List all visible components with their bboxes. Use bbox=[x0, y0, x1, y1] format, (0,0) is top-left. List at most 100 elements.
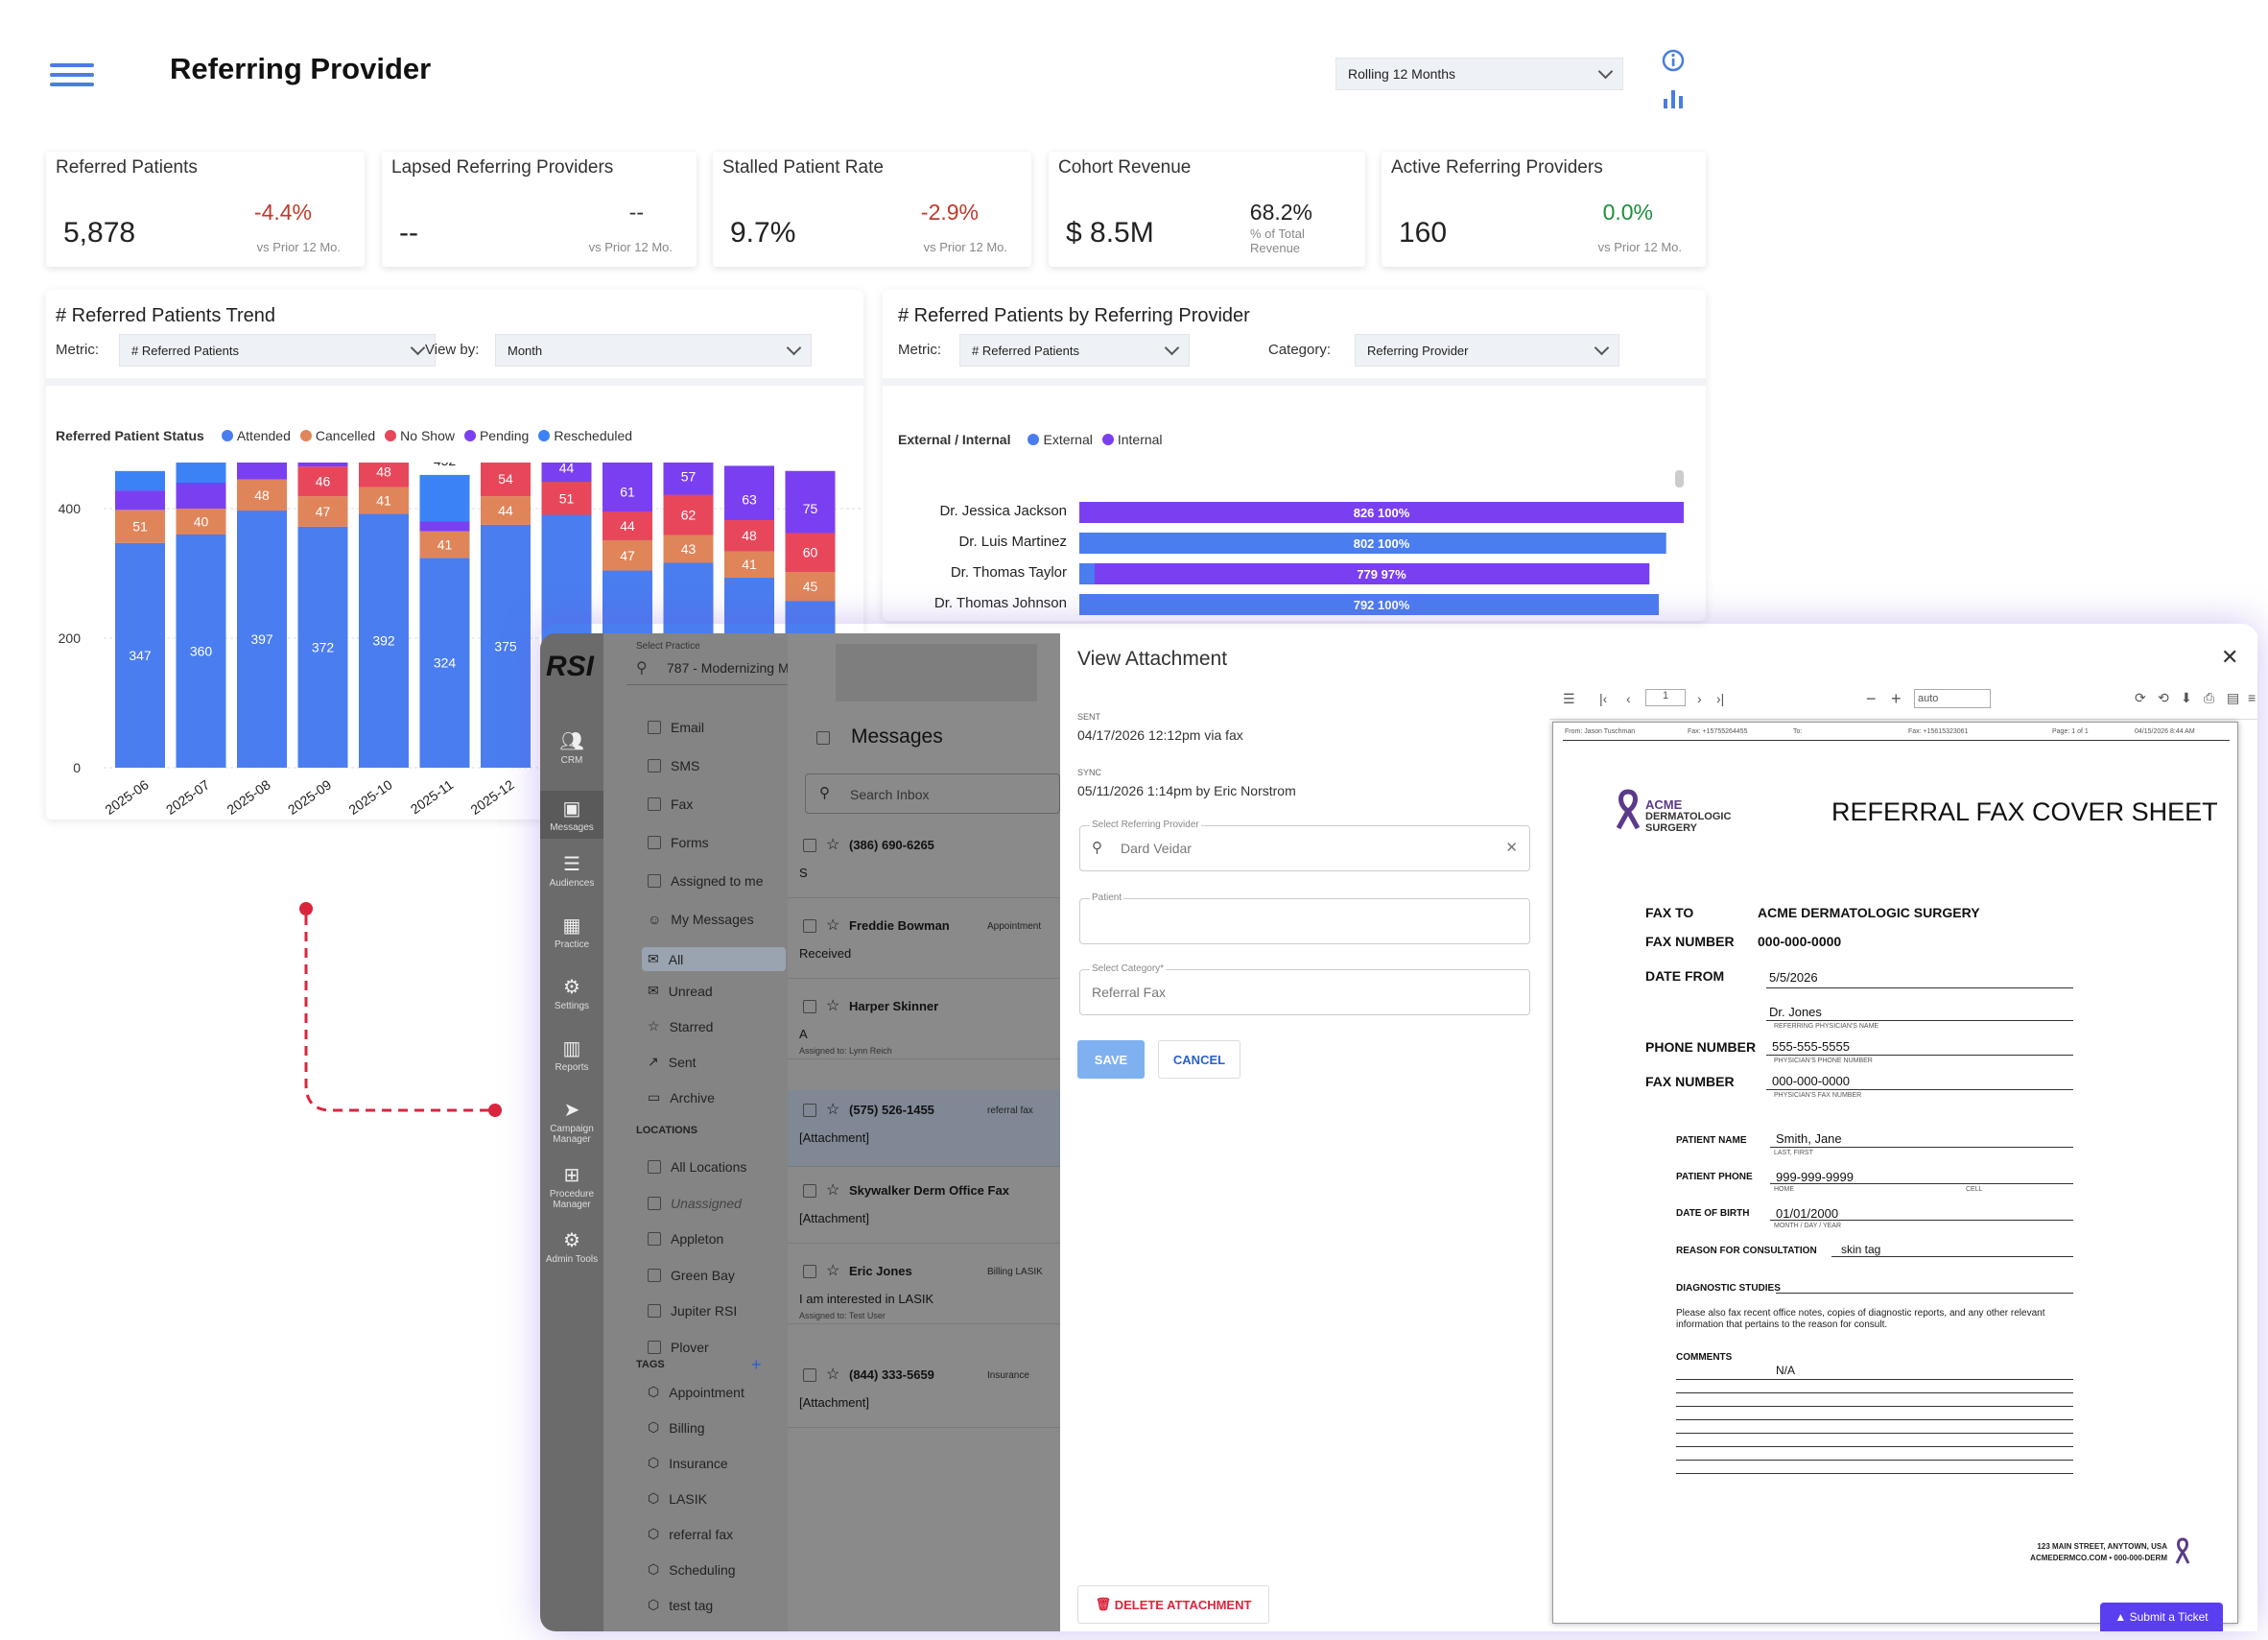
hamburger-menu-icon[interactable] bbox=[50, 63, 94, 86]
location-item[interactable]: Unassigned bbox=[648, 1196, 742, 1211]
message-row[interactable]: ☆ Skywalker Derm Office Fax [Attachment] bbox=[788, 1171, 1060, 1244]
folder-item[interactable]: ✉ Unread bbox=[648, 983, 713, 999]
info-icon[interactable] bbox=[1661, 48, 1686, 73]
zoom-select[interactable]: auto bbox=[1914, 689, 1991, 708]
message-checkbox[interactable] bbox=[803, 1368, 816, 1382]
location-checkbox[interactable] bbox=[648, 1160, 661, 1174]
zoom-out-icon[interactable]: − bbox=[1866, 689, 1877, 708]
message-row[interactable]: ☆ Freddie Bowman Appointment Received bbox=[788, 906, 1060, 979]
star-icon[interactable]: ☆ bbox=[826, 1182, 840, 1199]
message-row[interactable]: ☆ Harper Skinner A Assigned to: Lynn Reich bbox=[788, 986, 1060, 1059]
message-row[interactable]: ☆ (386) 690-6265 S bbox=[788, 825, 1060, 898]
search-input[interactable]: ⚲ Search Inbox bbox=[805, 773, 1060, 814]
tag-item[interactable]: ⬡ Appointment bbox=[648, 1384, 744, 1400]
close-icon[interactable]: ✕ bbox=[2221, 645, 2239, 669]
nav-reports[interactable]: ▥ Reports bbox=[540, 1036, 603, 1073]
cancel-button[interactable]: CANCEL bbox=[1158, 1040, 1240, 1079]
folder-item[interactable]: ▭ Archive bbox=[648, 1089, 715, 1105]
nav-audiences[interactable]: ☰ Audiences bbox=[540, 852, 603, 889]
nav-admin-tools[interactable]: ⚙ Admin Tools bbox=[540, 1228, 603, 1265]
delete-attachment-button[interactable]: 🗑︎ DELETE ATTACHMENT bbox=[1077, 1585, 1269, 1624]
category-field[interactable]: Select Category* Referral Fax bbox=[1079, 963, 1530, 1015]
save-button[interactable]: SAVE bbox=[1077, 1040, 1145, 1079]
message-row[interactable]: ☆ (844) 333-5659 Insurance [Attachment] bbox=[788, 1355, 1060, 1428]
filter-checkbox[interactable] bbox=[648, 874, 661, 888]
folder-item[interactable]: ✉ All bbox=[642, 947, 786, 971]
location-checkbox[interactable] bbox=[648, 1268, 661, 1282]
nav-practice[interactable]: ▦ Practice bbox=[540, 914, 603, 950]
trend-viewby-dropdown[interactable]: Month bbox=[495, 334, 812, 367]
referring-provider-field[interactable]: Select Referring Provider ⚲ Dard Veidar … bbox=[1079, 820, 1530, 871]
location-item[interactable]: Plover bbox=[648, 1340, 709, 1355]
tag-item[interactable]: ⬡ Insurance bbox=[648, 1455, 728, 1471]
tag-item[interactable]: ⬡ LASIK bbox=[648, 1490, 707, 1507]
trend-metric-dropdown[interactable]: # Referred Patients bbox=[119, 334, 436, 367]
message-checkbox[interactable] bbox=[803, 919, 816, 933]
message-checkbox[interactable] bbox=[803, 1184, 816, 1198]
submit-ticket-button[interactable]: ▲ Submit a Ticket bbox=[2100, 1603, 2223, 1631]
sidebar-toggle-icon[interactable]: ☰ bbox=[1563, 691, 1575, 706]
filter-item[interactable]: SMS bbox=[648, 758, 699, 773]
clear-icon[interactable]: ✕ bbox=[1505, 840, 1518, 856]
provider-metric-dropdown[interactable]: # Referred Patients bbox=[959, 334, 1190, 367]
tag-item[interactable]: ⬡ Billing bbox=[648, 1419, 705, 1436]
filter-item[interactable]: Fax bbox=[648, 796, 693, 812]
nav-procedure-manager[interactable]: ⊞ Procedure Manager bbox=[540, 1163, 603, 1210]
star-icon[interactable]: ☆ bbox=[826, 1263, 840, 1279]
nav-messages[interactable]: ▣ Messages bbox=[540, 791, 603, 839]
star-icon[interactable]: ☆ bbox=[826, 998, 840, 1014]
message-checkbox[interactable] bbox=[803, 1265, 816, 1278]
nav-crm[interactable]: 👥︎ CRM bbox=[540, 729, 603, 766]
message-row[interactable]: ☆ Eric Jones Billing LASIK I am interested … bbox=[788, 1251, 1060, 1324]
message-checkbox[interactable] bbox=[803, 839, 816, 852]
location-checkbox[interactable] bbox=[648, 1340, 661, 1354]
last-page-icon[interactable]: ›| bbox=[1716, 691, 1725, 706]
filter-checkbox[interactable] bbox=[648, 759, 661, 772]
location-item[interactable]: All Locations bbox=[648, 1159, 746, 1175]
filter-item[interactable]: Email bbox=[648, 720, 704, 735]
location-checkbox[interactable] bbox=[648, 1304, 661, 1318]
rotate-ccw-icon[interactable]: ⟲ bbox=[2158, 690, 2169, 705]
folder-item[interactable]: ☆ Starred bbox=[648, 1018, 713, 1034]
filter-checkbox[interactable] bbox=[648, 721, 661, 734]
location-checkbox[interactable] bbox=[648, 1196, 661, 1210]
nav-campaign-manager[interactable]: ➤ Campaign Manager bbox=[540, 1098, 603, 1145]
filter-item[interactable]: Assigned to me bbox=[648, 873, 764, 889]
zoom-in-icon[interactable]: + bbox=[1891, 689, 1902, 708]
download-icon[interactable]: ⬇ bbox=[2181, 690, 2192, 705]
provider-category-dropdown[interactable]: Referring Provider bbox=[1355, 334, 1619, 367]
prev-page-icon[interactable]: ‹ bbox=[1626, 691, 1631, 706]
tag-item[interactable]: ⬡ Scheduling bbox=[648, 1561, 736, 1578]
location-item[interactable]: Appleton bbox=[648, 1231, 723, 1247]
filter-checkbox[interactable] bbox=[648, 797, 661, 811]
star-icon[interactable]: ☆ bbox=[826, 917, 840, 934]
star-icon[interactable]: ☆ bbox=[826, 837, 840, 853]
period-dropdown[interactable]: Rolling 12 Months bbox=[1335, 58, 1623, 90]
scrollbar[interactable] bbox=[1675, 470, 1684, 487]
location-checkbox[interactable] bbox=[648, 1232, 661, 1246]
star-icon[interactable]: ☆ bbox=[826, 1102, 840, 1118]
message-row[interactable]: ☆ (575) 526-1455 referral fax [Attachment] bbox=[788, 1090, 1060, 1167]
location-item[interactable]: Green Bay bbox=[648, 1268, 735, 1283]
document-icon[interactable]: ▤ bbox=[2227, 690, 2240, 705]
patient-field[interactable]: Patient bbox=[1079, 892, 1530, 944]
select-all-checkbox[interactable] bbox=[816, 731, 830, 745]
message-checkbox[interactable] bbox=[803, 1000, 816, 1013]
nav-settings[interactable]: ⚙ Settings bbox=[540, 975, 603, 1011]
tag-item[interactable]: ⬡ test tag bbox=[648, 1597, 713, 1613]
add-tag-icon[interactable]: + bbox=[751, 1355, 762, 1374]
next-page-icon[interactable]: › bbox=[1697, 691, 1702, 706]
tag-item[interactable]: ⬡ referral fax bbox=[648, 1526, 733, 1542]
page-input[interactable]: 1 bbox=[1645, 689, 1686, 706]
folder-item[interactable]: ☺ My Messages bbox=[648, 912, 754, 927]
more-icon[interactable]: ≡ bbox=[2248, 690, 2256, 705]
message-checkbox[interactable] bbox=[803, 1104, 816, 1117]
first-page-icon[interactable]: |‹ bbox=[1599, 691, 1608, 706]
folder-item[interactable]: ↗ Sent bbox=[648, 1054, 697, 1070]
print-icon[interactable]: ⎙ bbox=[2204, 690, 2215, 705]
location-item[interactable]: Jupiter RSI bbox=[648, 1303, 737, 1319]
filter-checkbox[interactable] bbox=[648, 836, 661, 849]
star-icon[interactable]: ☆ bbox=[826, 1367, 840, 1383]
rotate-icon[interactable]: ⟳ bbox=[2135, 690, 2146, 705]
bar-chart-icon[interactable] bbox=[1662, 87, 1685, 110]
